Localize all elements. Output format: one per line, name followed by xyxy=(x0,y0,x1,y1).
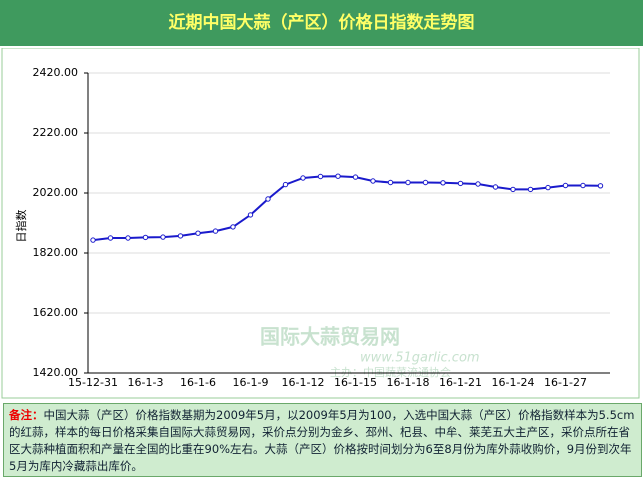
point xyxy=(335,173,341,179)
y-tick-label: 2020.00 xyxy=(33,186,79,199)
watermark: 国际大蒜贸易网 xyxy=(260,325,400,349)
watermark: 主办：中国蔬菜流通协会 xyxy=(330,365,451,379)
point xyxy=(545,184,551,191)
point xyxy=(212,228,219,234)
x-tick-label: 16-1-18 xyxy=(387,376,430,389)
y-tick-label: 2220.00 xyxy=(33,126,79,139)
point xyxy=(230,224,236,230)
point xyxy=(422,179,429,186)
x-tick-label: 16-1-3 xyxy=(128,376,164,389)
point xyxy=(580,182,586,189)
x-tick-label: 15-12-31 xyxy=(68,376,118,389)
x-tick-label: 16-1-9 xyxy=(233,376,269,389)
point xyxy=(387,179,394,186)
point xyxy=(475,181,481,187)
point xyxy=(510,186,516,193)
x-tick-label: 16-1-12 xyxy=(282,376,325,389)
point xyxy=(370,178,376,184)
point xyxy=(125,235,131,241)
chart-title: 近期中国大蒜（产区）价格日指数走势图 xyxy=(0,0,643,46)
point xyxy=(195,230,201,236)
y-tick-label: 2420.00 xyxy=(33,66,79,79)
x-tick-label: 16-1-24 xyxy=(492,376,535,389)
point xyxy=(247,212,254,218)
point xyxy=(440,180,446,186)
point xyxy=(562,182,569,189)
x-tick-label: 16-1-21 xyxy=(439,376,482,389)
point xyxy=(405,179,411,186)
point xyxy=(492,184,499,190)
x-tick-label: 16-1-15 xyxy=(334,376,377,389)
point xyxy=(142,234,149,241)
y-tick-label: 1420.00 xyxy=(33,366,79,379)
point xyxy=(317,173,324,180)
point xyxy=(265,196,271,202)
x-tick-label: 16-1-27 xyxy=(544,376,587,389)
y-tick-label: 1820.00 xyxy=(33,246,79,259)
point xyxy=(527,186,534,193)
note-label: 备注： xyxy=(9,408,44,422)
point xyxy=(457,180,464,187)
line xyxy=(92,175,601,242)
chart: 国际大蒜贸易网 www.51garlic.com 主办：中国蔬菜流通协会 日指数… xyxy=(1,48,640,399)
y-axis-label: 日指数 xyxy=(14,210,28,243)
point xyxy=(282,181,289,188)
x-tick-label: 16-1-6 xyxy=(180,376,216,389)
note: 备注：中国大蒜（产区）价格指数基期为2009年5月，以2009年5月为100，入… xyxy=(3,403,642,477)
point xyxy=(597,183,604,189)
point xyxy=(160,234,166,240)
point xyxy=(107,235,114,241)
point xyxy=(352,174,359,180)
y-tick-label: 1620.00 xyxy=(33,306,79,319)
note-text: 中国大蒜（产区）价格指数基期为2009年5月，以2009年5月为100，入选中国… xyxy=(9,408,635,473)
point xyxy=(177,233,184,239)
point xyxy=(300,175,306,181)
watermark: www.51garlic.com xyxy=(360,351,480,366)
point xyxy=(90,237,96,243)
chart-frame xyxy=(1,48,640,399)
